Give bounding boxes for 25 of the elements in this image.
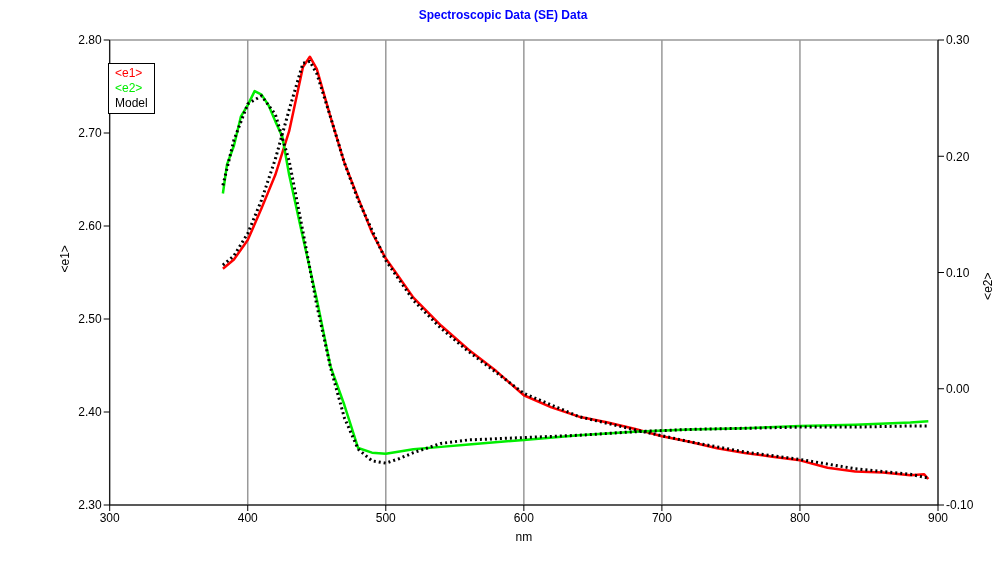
text: <e2> <box>115 81 144 96</box>
y-tick-label: 2.40 <box>78 405 103 420</box>
y2-axis-title: <e2> <box>981 272 996 300</box>
y-tick-label: 2.60 <box>78 219 103 234</box>
x-tick-label: 600 <box>513 510 535 525</box>
y-tick-label: 2.30 <box>78 498 103 513</box>
y2-tick-label: -0.10 <box>946 498 974 513</box>
x-tick-label: 500 <box>375 510 397 525</box>
x-tick-label: 700 <box>651 510 673 525</box>
y-axis-title: <e1> <box>57 245 72 273</box>
chart-title: Spectroscopic Data (SE) Data <box>417 8 589 24</box>
x-tick-label: 900 <box>927 510 949 525</box>
y-tick-label: 2.80 <box>78 33 103 48</box>
x-tick-label: 800 <box>789 510 811 525</box>
y2-tick-label: 0.10 <box>946 265 970 280</box>
x-axis-title: nm <box>515 530 533 544</box>
y2-tick-label: 0.30 <box>946 33 970 48</box>
x-tick-label: 300 <box>99 510 121 525</box>
x-tick-label: 400 <box>237 510 259 525</box>
y-tick-label: 2.50 <box>78 312 103 327</box>
y2-tick-label: 0.00 <box>946 382 970 397</box>
y-tick-label: 2.70 <box>78 126 103 141</box>
text: <e1> <box>115 66 144 81</box>
y2-tick-label: 0.20 <box>946 149 970 164</box>
text: Model <box>115 96 148 111</box>
